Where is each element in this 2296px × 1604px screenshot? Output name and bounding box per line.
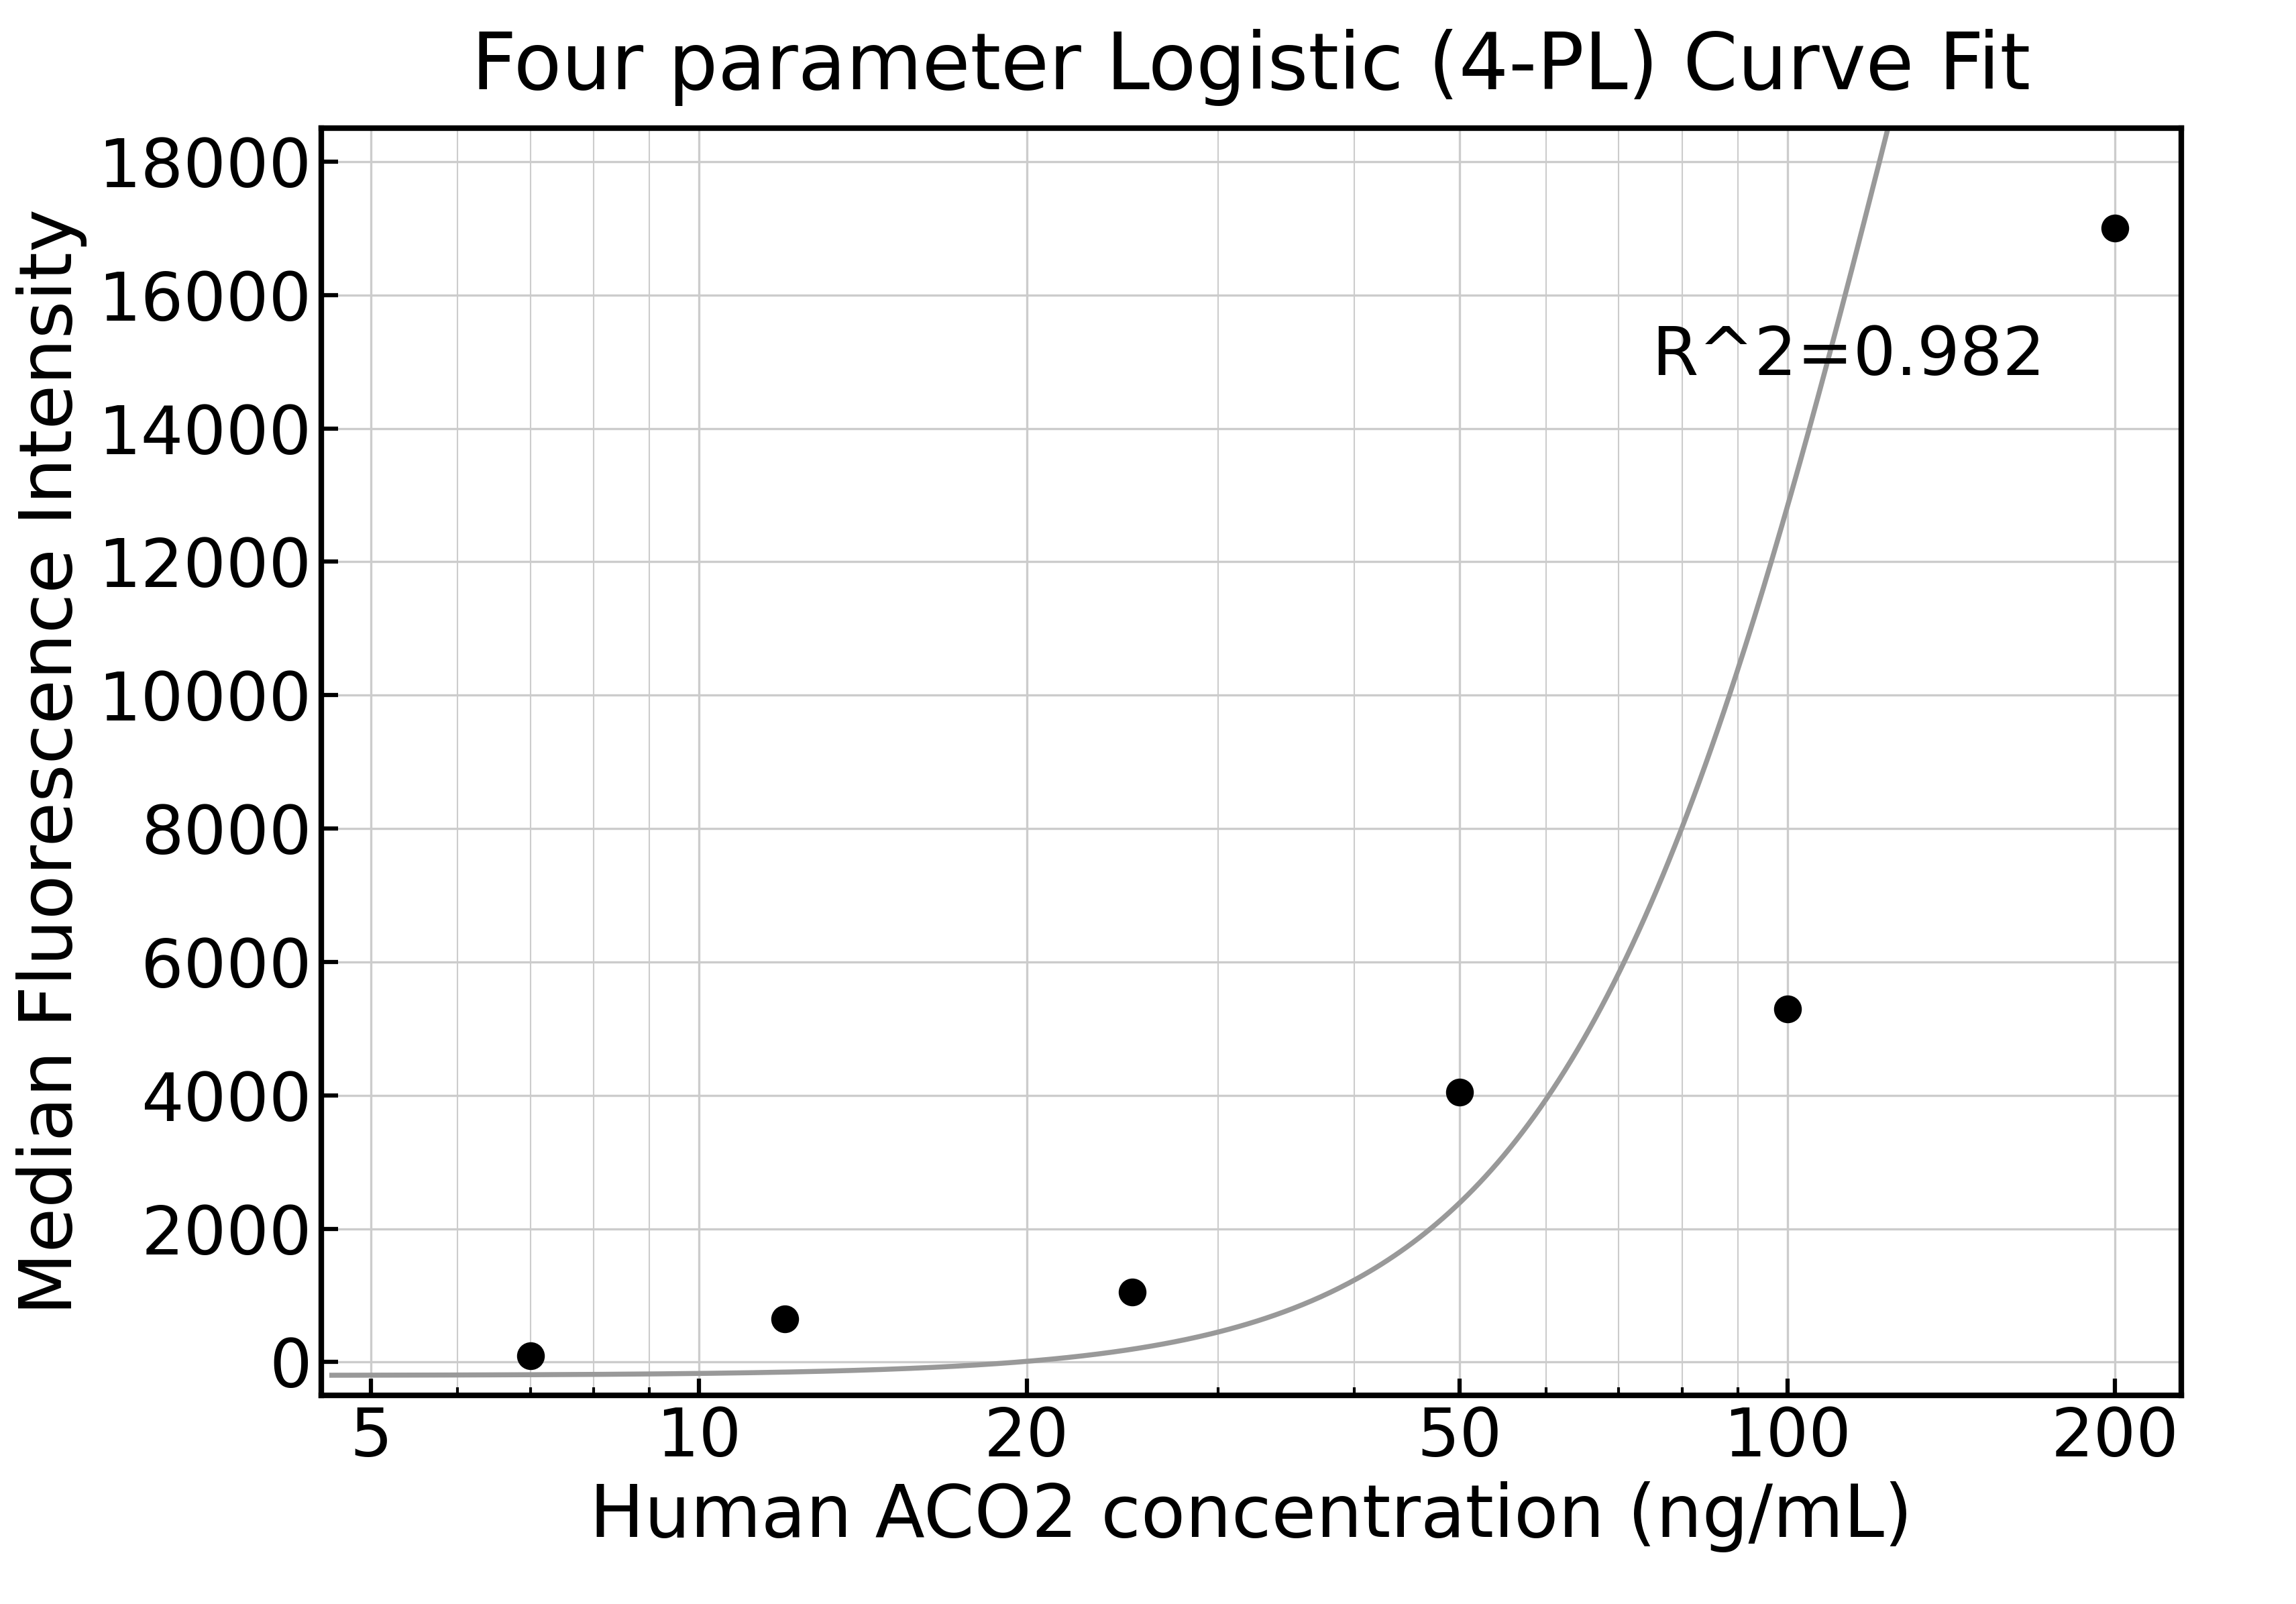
Point <box>512 1343 549 1368</box>
Point <box>1114 1280 1150 1306</box>
Point <box>767 1306 804 1331</box>
Y-axis label: Median Fluorescence Intensity: Median Fluorescence Intensity <box>16 209 87 1315</box>
Point <box>1770 996 1807 1022</box>
Point <box>2096 215 2133 241</box>
Text: R^2=0.982: R^2=0.982 <box>1651 324 2046 390</box>
X-axis label: Human ACO2 concentration (ng/mL): Human ACO2 concentration (ng/mL) <box>590 1482 1913 1553</box>
Title: Four parameter Logistic (4-PL) Curve Fit: Four parameter Logistic (4-PL) Curve Fit <box>473 29 2030 106</box>
Point <box>1442 1079 1479 1105</box>
